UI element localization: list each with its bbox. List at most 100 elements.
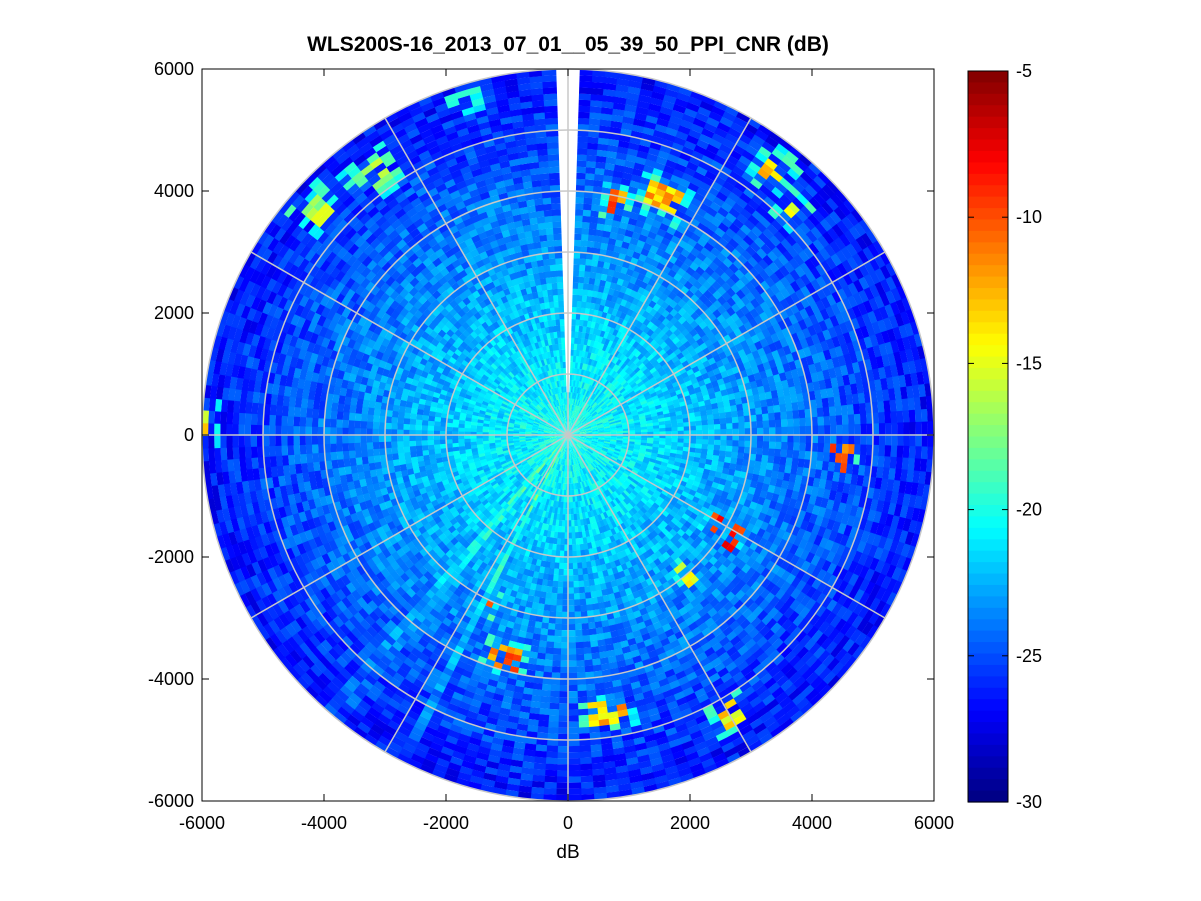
cnr-cell <box>581 402 586 409</box>
cnr-cell <box>570 361 574 369</box>
cnr-cell <box>591 380 597 387</box>
cnr-cell <box>701 176 716 188</box>
cnr-cell <box>569 410 572 417</box>
cnr-cell <box>621 355 629 363</box>
cnr-cell <box>578 270 586 278</box>
cnr-cell <box>738 422 745 430</box>
cnr-cell <box>569 416 572 423</box>
cnr-cell <box>587 136 600 144</box>
cnr-cell <box>599 199 610 207</box>
cnr-cell <box>593 284 601 292</box>
cnr-cell <box>579 381 584 389</box>
cnr-cell <box>619 353 626 362</box>
cnr-cell <box>686 102 702 113</box>
cnr-cell <box>600 385 606 392</box>
cnr-cell <box>632 341 640 349</box>
cnr-cell <box>569 422 571 429</box>
cnr-cell <box>823 416 831 427</box>
cnr-cell <box>764 158 780 172</box>
cnr-cell <box>573 405 576 412</box>
cnr-cell <box>604 218 615 227</box>
cnr-cell <box>577 331 583 339</box>
cnr-cell <box>587 384 593 392</box>
cnr-cell <box>594 347 600 355</box>
cnr-cell <box>575 420 580 426</box>
cnr-cell <box>590 265 599 273</box>
cnr-cell <box>595 389 601 396</box>
cnr-cell <box>644 159 658 169</box>
cnr-cell <box>600 242 610 251</box>
cnr-cell <box>584 376 590 384</box>
cnr-cell <box>572 300 578 308</box>
cnr-cell <box>598 400 605 407</box>
cnr-cell <box>588 283 595 291</box>
cnr-cell <box>572 426 577 431</box>
cnr-cell <box>588 358 593 366</box>
cnr-cell <box>890 411 898 425</box>
cnr-cell <box>592 373 598 381</box>
cnr-cell <box>584 412 590 418</box>
cnr-cell <box>596 155 608 164</box>
cnr-cell <box>648 205 660 215</box>
cnr-cell <box>670 174 683 185</box>
cnr-cell <box>615 358 622 366</box>
cnr-cell <box>783 189 798 203</box>
cnr-cell <box>603 372 610 380</box>
cnr-cell <box>768 420 776 429</box>
cnr-cell <box>684 107 700 119</box>
cnr-cell <box>648 179 661 189</box>
cnr-cell <box>813 175 828 190</box>
cnr-cell <box>748 139 764 153</box>
cnr-cell <box>590 100 604 108</box>
cnr-cell <box>800 188 815 203</box>
cnr-cell <box>599 248 608 257</box>
cnr-cell <box>575 319 581 326</box>
cnr-cell <box>817 434 825 445</box>
cnr-cell <box>574 405 578 412</box>
cnr-cell <box>573 398 576 406</box>
cnr-cell <box>576 421 582 427</box>
cnr-cell <box>581 417 587 423</box>
cnr-cell <box>585 301 592 309</box>
cnr-cell <box>575 412 579 419</box>
cnr-cell <box>584 403 589 410</box>
cnr-cell <box>592 186 604 194</box>
cnr-cell <box>570 416 572 424</box>
cnr-cell <box>604 163 617 171</box>
cnr-cell <box>595 272 603 280</box>
cnr-cell <box>579 375 583 382</box>
cnr-cell <box>625 154 639 163</box>
cnr-cell <box>606 367 613 375</box>
cnr-cell <box>597 336 604 344</box>
cnr-cell <box>792 197 806 211</box>
cnr-cell <box>576 412 580 419</box>
cnr-cell <box>603 169 616 177</box>
cnr-cell <box>589 222 599 230</box>
cnr-cell <box>622 373 630 381</box>
cnr-cell <box>733 116 749 130</box>
cnr-cell <box>604 389 611 396</box>
cnr-cell <box>626 360 634 368</box>
cnr-cell <box>619 184 631 193</box>
cnr-cell <box>611 176 624 185</box>
cnr-cell <box>585 390 590 397</box>
cnr-cell <box>594 405 600 411</box>
cnr-cell <box>584 412 591 419</box>
cnr-cell <box>586 391 592 398</box>
cnr-cell <box>622 364 630 372</box>
cnr-cell <box>654 162 667 172</box>
cnr-cell <box>596 342 602 350</box>
cnr-cell <box>597 355 603 363</box>
cnr-cell <box>613 357 620 365</box>
cnr-cell <box>573 245 582 253</box>
cnr-cell <box>597 383 603 390</box>
cnr-cell <box>735 160 750 173</box>
cnr-cell <box>745 144 760 158</box>
cnr-cell <box>631 206 643 215</box>
cnr-cell <box>688 96 704 108</box>
cnr-cell <box>597 348 603 356</box>
cnr-cell <box>697 106 713 118</box>
cnr-cell <box>732 143 747 157</box>
cnr-cell <box>575 420 581 426</box>
cnr-cell <box>847 414 855 426</box>
